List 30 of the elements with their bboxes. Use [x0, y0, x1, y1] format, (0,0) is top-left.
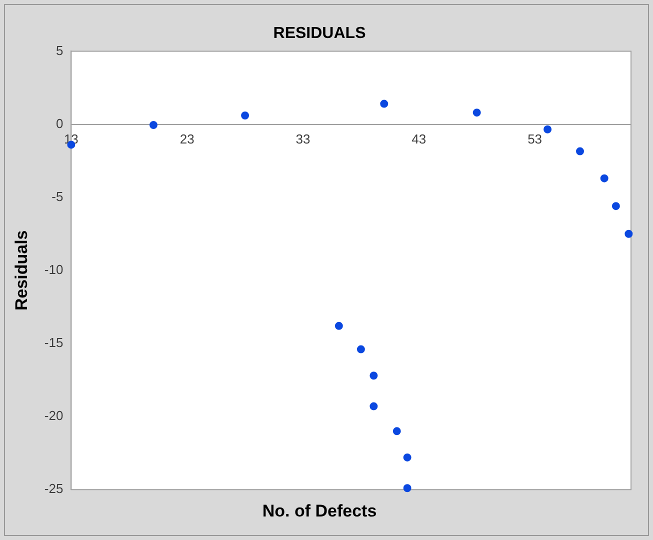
y-tick-label: -25 [44, 481, 64, 496]
y-tick-label: 0 [56, 116, 64, 131]
chart-title: RESIDUALS [273, 25, 366, 42]
point [370, 402, 378, 410]
point [544, 125, 552, 134]
point [600, 174, 608, 182]
point [576, 147, 584, 156]
y-axis-title: Residuals [12, 230, 31, 311]
x-tick-label: 53 [528, 132, 542, 147]
x-tick-label: 23 [180, 132, 194, 147]
point [370, 372, 378, 380]
point [241, 112, 250, 120]
point [380, 100, 388, 108]
point [403, 484, 412, 492]
point [392, 427, 401, 436]
y-tick-label: -5 [52, 188, 64, 204]
point [149, 121, 158, 129]
point [472, 108, 481, 117]
point [624, 230, 633, 238]
point [403, 453, 412, 462]
point [612, 202, 620, 210]
y-tick-label: -15 [44, 335, 64, 350]
y-tick-label: -10 [44, 262, 64, 277]
x-tick-label: 43 [412, 132, 426, 147]
point [356, 345, 365, 354]
x-tick-label: 33 [296, 132, 310, 147]
y-tick-label: 5 [56, 42, 64, 58]
point [334, 322, 343, 330]
x-axis-title: No. of Defects [262, 501, 377, 520]
y-tick-label: -20 [44, 408, 64, 424]
